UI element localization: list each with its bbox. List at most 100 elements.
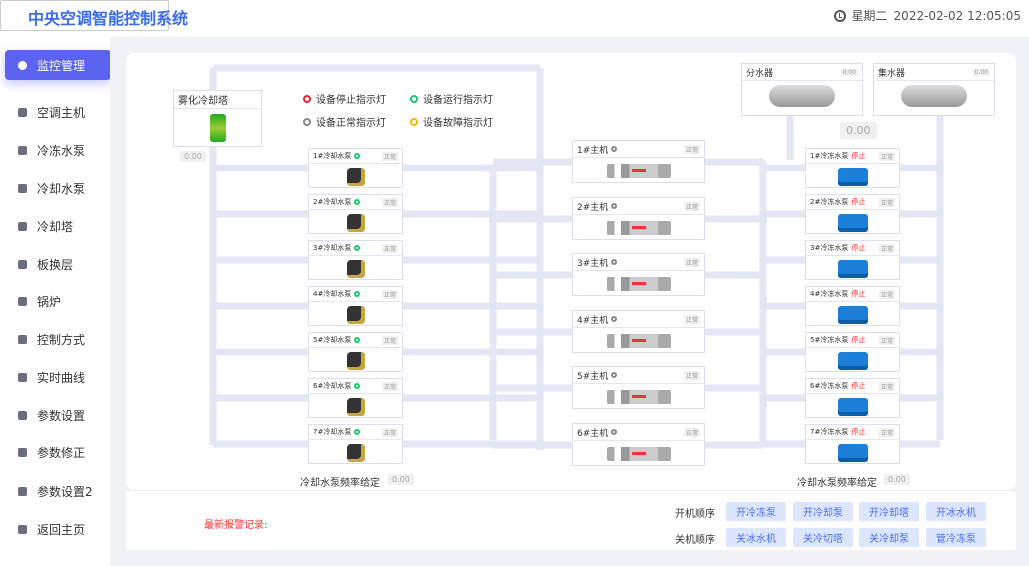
status-badge: 正常	[381, 381, 398, 391]
sidebar-item-label: 控制方式	[37, 332, 86, 347]
cooling-pump[interactable]: 1#冷却水泵 正常	[308, 148, 403, 188]
box-header: 1#冷却水泵 正常	[309, 149, 402, 164]
sidebar-item[interactable]: 监控管理	[5, 50, 111, 80]
indicator-light-icon	[410, 94, 418, 103]
chiller-name: 6#主机	[577, 428, 609, 439]
chiller[interactable]: 3#主机 正常	[572, 253, 705, 296]
gear-icon	[18, 486, 27, 496]
cooling-pump[interactable]: 2#冷却水泵 正常	[308, 194, 403, 234]
pump-name: 1#冷冻水泵	[810, 152, 849, 160]
box-header: 5#冷却水泵 正常	[309, 333, 402, 348]
sequence-button[interactable]: 开冷却泵	[793, 502, 853, 521]
chiller-image	[606, 390, 671, 404]
box-header: 3#冷冻水泵 停止 正常	[806, 241, 899, 256]
pump-image	[346, 444, 365, 462]
collector[interactable]: 集水器 0.00	[873, 63, 995, 116]
status-badge: 正常	[381, 197, 398, 207]
sequence-button[interactable]: 关冷却泵	[859, 528, 919, 547]
sequence-button[interactable]: 管冷冻泵	[926, 528, 986, 547]
sequence-button[interactable]: 开冷冻泵	[726, 502, 786, 521]
cooling-tower[interactable]: 雾化冷却塔	[173, 90, 262, 147]
status-badge: 正常	[878, 151, 895, 161]
sidebar-item[interactable]: 参数设置2	[5, 476, 111, 506]
cooling-pump[interactable]: 4#冷却水泵 正常	[308, 286, 403, 326]
sequence-button[interactable]: 开冰水机	[926, 502, 986, 521]
cooling-pump[interactable]: 3#冷却水泵 正常	[308, 240, 403, 280]
sidebar-item-label: 冷却塔	[37, 219, 74, 234]
cooling-pump[interactable]: 6#冷却水泵 正常	[308, 378, 403, 418]
sidebar-item[interactable]: 冷冻水泵	[5, 135, 111, 165]
status-badge: 正常	[381, 427, 398, 437]
sidebar-item[interactable]: 冷却水泵	[5, 173, 111, 203]
legend-item: 设备正常指示灯	[303, 114, 386, 129]
monitor-icon	[18, 60, 27, 70]
chiller[interactable]: 2#主机 正常	[572, 197, 705, 240]
sequence-button[interactable]: 关冰水机	[726, 528, 786, 547]
chilled-pump[interactable]: 3#冷冻水泵 停止 正常	[805, 240, 900, 280]
chilled-pump[interactable]: 2#冷冻水泵 停止 正常	[805, 194, 900, 234]
sidebar-item[interactable]: 实时曲线	[5, 362, 111, 392]
pump-image	[837, 260, 868, 278]
chilled-pump[interactable]: 6#冷冻水泵 停止 正常	[805, 378, 900, 418]
distributor-value: 0.00	[840, 68, 858, 76]
cooling-pump[interactable]: 5#冷却水泵 正常	[308, 332, 403, 372]
tower-image	[209, 114, 226, 142]
box-header: 集水器 0.00	[874, 64, 994, 81]
tank-image	[769, 85, 835, 107]
pump-image	[837, 168, 868, 186]
sidebar-item[interactable]: 板换层	[5, 249, 111, 279]
chiller-image	[606, 221, 671, 235]
alarm-input[interactable]	[0, 0, 169, 31]
chilled-pump[interactable]: 7#冷冻水泵 停止 正常	[805, 424, 900, 464]
sidebar-item[interactable]: 控制方式	[5, 324, 111, 354]
box-header: 7#冷却水泵 正常	[309, 425, 402, 440]
box-header: 5#冷冻水泵 停止 正常	[806, 333, 899, 348]
sidebar-item[interactable]: 参数设置	[5, 400, 111, 430]
pump-image	[837, 398, 868, 416]
sidebar-item[interactable]: 冷却塔	[5, 211, 111, 241]
pump-name: 1#冷却水泵	[313, 152, 352, 160]
start-sequence-label: 开机顺序	[675, 509, 715, 520]
indicator-light-icon	[410, 117, 418, 126]
box-header: 4#冷冻水泵 停止 正常	[806, 287, 899, 302]
chilled-pump[interactable]: 5#冷冻水泵 停止 正常	[805, 332, 900, 372]
chilled-pump[interactable]: 1#冷冻水泵 停止 正常	[805, 148, 900, 188]
gear-icon	[18, 410, 27, 420]
chilled-pump[interactable]: 4#冷冻水泵 停止 正常	[805, 286, 900, 326]
sidebar-item[interactable]: 返回主页	[5, 514, 111, 544]
pump-name: 3#冷却水泵	[313, 244, 352, 252]
pump-image	[346, 260, 365, 278]
legend-item: 设备故障指示灯	[410, 114, 493, 129]
sidebar-item-label: 参数设置2	[37, 484, 93, 499]
run-state: 停止	[851, 336, 866, 344]
distributor[interactable]: 分水器 0.00	[741, 63, 863, 116]
sequence-button[interactable]: 开冷却塔	[859, 502, 919, 521]
chiller[interactable]: 4#主机 正常	[572, 310, 705, 353]
run-state: 停止	[851, 428, 866, 436]
legend-label: 设备故障指示灯	[423, 118, 493, 129]
collector-value: 0.00	[972, 68, 990, 76]
box-header: 6#冷冻水泵 停止 正常	[806, 379, 899, 394]
legend-label: 设备停止指示灯	[316, 95, 386, 106]
pump-name: 6#冷冻水泵	[810, 382, 849, 390]
sidebar-item[interactable]: 空调主机	[5, 97, 111, 127]
sequence-button[interactable]: 关冷切塔	[793, 528, 853, 547]
chiller-name: 5#主机	[577, 371, 609, 382]
chiller-name: 1#主机	[577, 145, 609, 156]
stop-sequence-label: 关机顺序	[675, 535, 715, 546]
alarm-label: 最新报警记录:	[204, 520, 268, 531]
pump-image	[837, 352, 868, 370]
chiller[interactable]: 5#主机 正常	[572, 366, 705, 409]
sidebar-item[interactable]: 锅炉	[5, 286, 111, 316]
sidebar-item[interactable]: 参数修正	[5, 437, 111, 467]
layers-icon	[18, 259, 27, 269]
clock: 星期二 2022-02-02 12:05:05	[833, 7, 1021, 24]
cooling-pump[interactable]: 7#冷却水泵 正常	[308, 424, 403, 464]
freq-value: 0.00	[884, 474, 910, 485]
chiller[interactable]: 6#主机 正常	[572, 423, 705, 466]
pump-image	[346, 168, 365, 186]
pump-name: 4#冷却水泵	[313, 290, 352, 298]
status-badge: 正常	[683, 201, 700, 211]
chiller[interactable]: 1#主机 正常	[572, 140, 705, 183]
save-icon	[18, 447, 27, 457]
